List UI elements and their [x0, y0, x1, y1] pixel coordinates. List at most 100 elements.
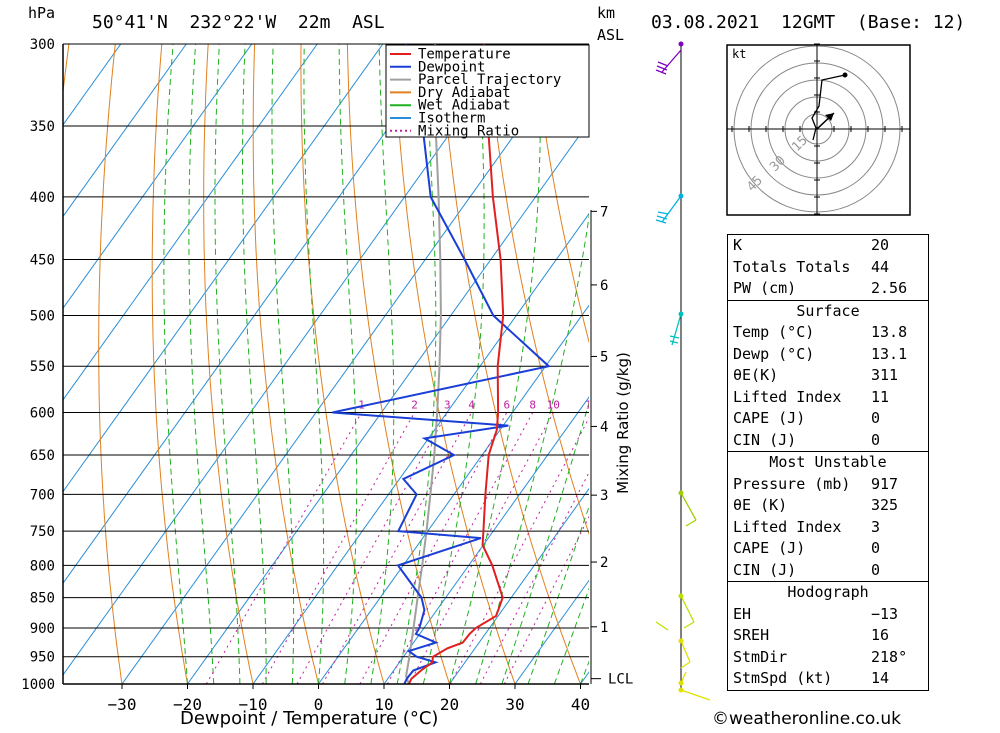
index-row: Pressure (mb) 917	[728, 474, 928, 496]
index-value: −13	[871, 604, 899, 623]
index-label: Pressure (mb)	[733, 474, 851, 493]
index-label: PW (cm)	[733, 279, 797, 297]
wet-adiabat-line	[553, 587, 589, 684]
index-row: CAPE (J) 0	[728, 408, 928, 430]
index-label: θE(K)	[733, 366, 779, 384]
isotherm-line	[187, 121, 589, 684]
legend-label: Isotherm	[418, 111, 485, 127]
dry-adiabat-line	[98, 44, 123, 684]
temperature-tick-label: −20	[173, 695, 202, 714]
dry-adiabat-line	[532, 44, 589, 344]
isotherm-line	[63, 44, 122, 126]
index-row: θE (K) 325	[728, 495, 928, 517]
temperature-tick-label: −10	[239, 695, 268, 714]
index-value: 311	[871, 366, 899, 384]
index-label: θE (K)	[733, 496, 788, 514]
wind-barb	[680, 640, 691, 669]
index-value: 13.8	[871, 323, 908, 341]
height-tick-label: 2	[600, 555, 608, 571]
isotherm-line	[121, 44, 580, 684]
legend-label: Dry Adiabat	[418, 85, 511, 101]
pressure-tick-label: 750	[30, 524, 55, 540]
index-row: K 20	[728, 235, 928, 257]
legend-box	[385, 44, 590, 138]
height-unit-km: km	[597, 4, 616, 22]
index-label: CAPE (J)	[733, 409, 806, 427]
index-label: K	[733, 236, 743, 254]
wind-barb	[655, 195, 682, 224]
index-value: 16	[871, 626, 890, 644]
isotherm-line	[63, 44, 449, 585]
index-value: 11	[871, 387, 890, 406]
lcl-label: LCL	[608, 672, 633, 688]
index-row: EH −13	[728, 604, 928, 626]
wet-adiabat-lines	[163, 44, 589, 684]
dry-adiabat-line	[300, 44, 385, 684]
pressure-tick-label: 1000	[21, 677, 55, 693]
height-tick-label: 4	[600, 419, 608, 435]
height-tick-label: 7	[600, 204, 608, 220]
isotherm-lines	[63, 44, 589, 684]
index-label: CIN (J)	[733, 430, 797, 449]
datetime-title: 03.08.2021 12GMT (Base: 12)	[651, 12, 966, 33]
wind-barb	[669, 313, 682, 346]
isotherm-line	[449, 487, 589, 684]
index-row: CAPE (J) 0	[728, 538, 928, 560]
most-unstable-header: Most Unstable	[728, 451, 928, 474]
temperature-tick-label: 10	[374, 695, 393, 714]
index-row: StmSpd (kt) 14	[728, 668, 928, 690]
dry-adiabat-line	[252, 44, 319, 684]
mixing-ratio-label: 8	[529, 398, 536, 411]
parcel-trajectory-line	[405, 44, 442, 684]
sounding-profiles	[332, 44, 551, 684]
mixing-ratio-line	[296, 412, 448, 684]
wet-adiabat-line	[163, 44, 188, 684]
wet-adiabat-line	[338, 44, 358, 684]
surface-header: Surface	[728, 299, 928, 323]
index-value: 3	[871, 517, 881, 536]
index-value: 917	[871, 474, 899, 493]
isotherm-line	[63, 44, 318, 401]
index-value: 13.1	[871, 344, 908, 363]
temperature-tick-label: −30	[108, 695, 137, 714]
pressure-tick-label: 500	[30, 309, 55, 325]
dry-adiabat-line	[346, 44, 450, 684]
index-row: StmDir 218°	[728, 647, 928, 669]
pressure-tick-label: 900	[30, 621, 55, 637]
legend-label: Mixing Ratio	[418, 123, 519, 139]
hodograph-endpoint	[842, 72, 848, 78]
index-row: PW (cm) 2.56	[728, 278, 928, 300]
index-value: 0	[871, 409, 881, 427]
mixing-ratio-label: 4	[468, 398, 475, 411]
storm-motion-arrowhead	[825, 113, 834, 121]
wind-barb	[655, 595, 695, 631]
mixing-ratio-label: 1	[358, 398, 365, 411]
index-label: Totals Totals	[733, 257, 851, 276]
dry-adiabat-line	[951, 44, 1000, 684]
pressure-unit: hPa	[28, 4, 56, 22]
index-value: 0	[871, 539, 881, 557]
mixing-ratio-axis-label: Mixing Ratio (g/kg)	[614, 352, 632, 494]
isotherm-line	[63, 44, 187, 218]
indices-table: K 20 Totals Totals 44 PW (cm) 2.56 Surface Te…	[727, 234, 929, 691]
index-value: 14	[871, 669, 890, 687]
mixing-ratio-label: 25	[636, 398, 649, 411]
dewpoint-line	[332, 44, 551, 684]
index-value: 20	[871, 236, 890, 254]
isotherm-line	[63, 44, 384, 493]
legend-label: Parcel Trajectory	[418, 72, 561, 88]
index-value: 2.56	[871, 279, 908, 297]
hodograph-trace	[811, 74, 846, 141]
mixing-ratio-line	[449, 416, 589, 684]
isotherm-line	[383, 396, 589, 684]
index-value: 218°	[871, 647, 908, 666]
wet-adiabat-line	[422, 44, 485, 684]
index-label: StmSpd (kt)	[733, 669, 833, 687]
legend-label: Wet Adiabat	[418, 98, 511, 114]
hodograph-header: Hodograph	[728, 581, 928, 604]
index-label: SREH	[733, 626, 770, 644]
temperature-line	[407, 44, 505, 684]
pressure-tick-label: 400	[30, 190, 55, 206]
